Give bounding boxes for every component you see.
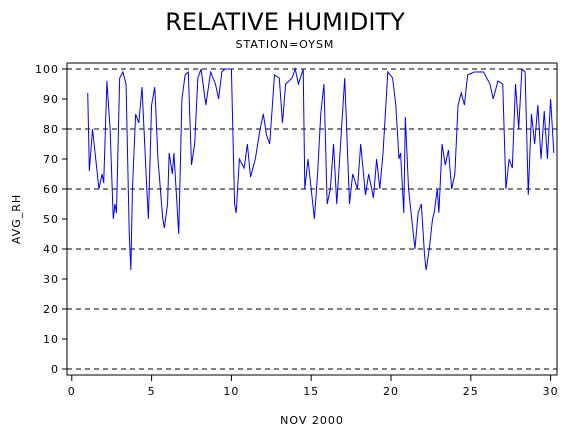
y-axis-label: AVG_RH bbox=[10, 194, 23, 244]
chart-title: RELATIVE HUMIDITY bbox=[165, 8, 405, 36]
y-tick-label: 70 bbox=[43, 153, 59, 166]
x-tick-label: 20 bbox=[383, 385, 399, 398]
x-tick-label: 10 bbox=[223, 385, 239, 398]
x-tick-label: 25 bbox=[463, 385, 479, 398]
y-tick-label: 60 bbox=[43, 183, 59, 196]
x-tick-label: 0 bbox=[68, 385, 76, 398]
y-tick-label: 50 bbox=[43, 213, 59, 226]
y-tick-label: 100 bbox=[35, 63, 59, 76]
chart-subtitle: STATION=OYSM bbox=[236, 38, 335, 51]
y-tick-label: 20 bbox=[43, 303, 59, 316]
y-tick-label: 90 bbox=[43, 93, 59, 106]
y-tick-label: 0 bbox=[51, 363, 59, 376]
y-tick-label: 40 bbox=[43, 243, 59, 256]
y-tick-label: 30 bbox=[43, 273, 59, 286]
x-axis-label: NOV 2000 bbox=[280, 414, 344, 427]
plot-frame bbox=[66, 62, 558, 376]
x-tick-label: 5 bbox=[148, 385, 156, 398]
x-tick-label: 30 bbox=[543, 385, 559, 398]
x-tick-label: 15 bbox=[303, 385, 319, 398]
y-tick-label: 80 bbox=[43, 123, 59, 136]
data-line bbox=[87, 67, 555, 271]
y-tick-label: 10 bbox=[43, 333, 59, 346]
